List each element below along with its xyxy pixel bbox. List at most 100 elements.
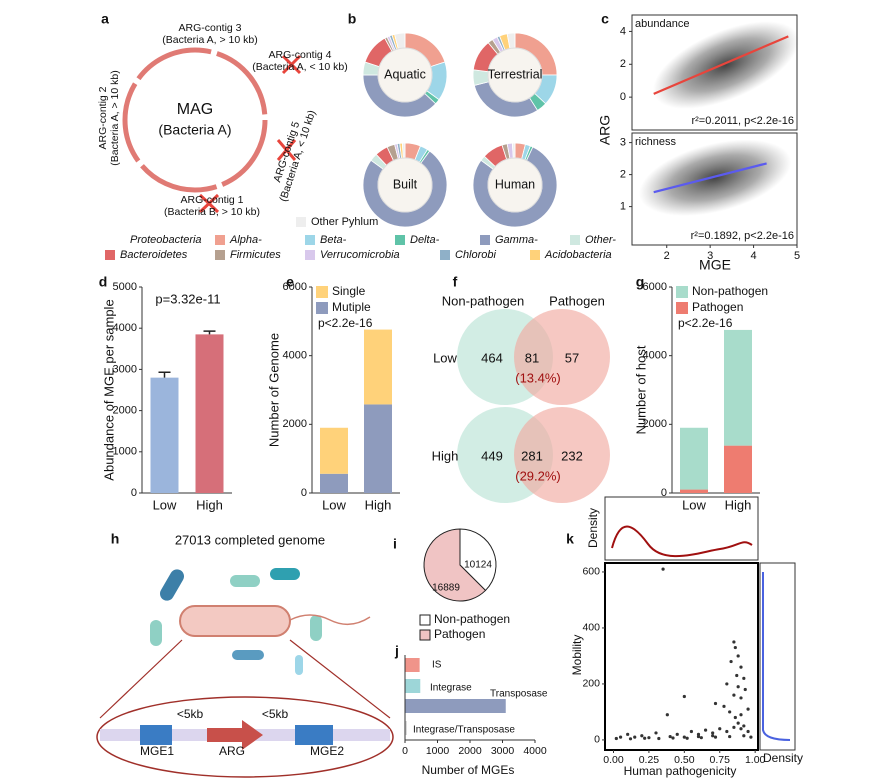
point [725,682,729,686]
bar [150,377,179,493]
point [732,693,736,697]
legend-swatch [215,235,225,245]
legend-swatch [480,235,490,245]
legend-swatch [316,286,328,298]
point [675,732,679,736]
y-tick-label: 1 [620,201,626,213]
legend-label: Other- [585,234,616,246]
bar-segment [320,473,348,493]
bar-label: Transposase [490,689,548,700]
bar-segment [724,329,752,446]
x-tick-label: 2 [664,250,670,262]
x-tick-label: Low [322,497,346,512]
legend-swatch [316,302,328,314]
point [654,731,658,735]
legend-label: Non-pathogen [434,612,510,626]
set-label: Non-pathogen [442,293,524,308]
point [733,715,737,720]
bar-label: IS [432,660,442,671]
bar [405,721,407,735]
contig-name: ARG-contig 3 [178,22,241,34]
point [682,694,686,699]
y-tick-label: 200 [582,678,600,690]
legend-swatch [530,250,540,260]
legend-label: Non-pathogen [692,284,768,298]
bar-segment [724,445,752,493]
point [713,735,718,739]
panel-title: richness [635,136,676,148]
point [665,713,669,717]
legend-swatch [305,235,315,245]
venn-count: 449 [481,448,503,463]
bar [405,679,421,693]
point [728,710,732,714]
y-tick-label: 0 [620,91,626,103]
arg-arrow [207,720,263,750]
y-tick-label: 5000 [113,281,137,293]
gene-label: ARG [219,744,245,758]
x-tick-label: 1.00 [745,754,766,766]
point [722,704,726,708]
donut-label: Terrestrial [488,67,543,81]
bar-label: Integrase [430,683,472,694]
point [725,729,729,734]
x-tick-label: 1000 [426,745,450,757]
point [742,734,746,738]
x-tick-label: 5 [794,250,800,262]
y-tick-label: 4000 [283,350,307,362]
y-tick-label: 6000 [283,281,307,293]
x-tick-label: 4000 [523,745,547,757]
y-tick-label: 3000 [113,363,137,375]
panel-letter: d [99,274,108,290]
genome-zoom [96,696,394,778]
contig-name: ARG-contig 2 [97,86,109,149]
point [633,735,637,739]
legend-swatch [676,286,688,298]
density-right-curve [762,572,791,741]
x-tick-label: Low [682,497,706,512]
donut-label: Built [393,177,418,191]
y-tick-label: 0 [661,487,667,499]
error-bar [158,371,171,378]
point [711,731,715,735]
bar-segment [680,489,708,493]
bar [195,334,224,493]
point [733,645,737,650]
legend-swatch [395,235,405,245]
point [643,736,647,740]
x-axis-label: MGE [699,257,731,273]
stat-annotation: p=3.32e-11 [155,291,220,306]
density-right-box [759,562,796,751]
point [736,721,740,725]
y-tick-label: 6000 [643,281,667,293]
legend-swatch [105,250,115,260]
contig-name: ARG-contig 4 [268,49,331,61]
point [685,736,689,740]
legend-label: Gamma- [495,234,538,246]
set-label: Pathogen [549,293,605,308]
point [626,732,630,736]
pie-value-label: 10124 [464,560,492,571]
point [742,724,746,728]
bar-segment [320,427,348,474]
bar [405,658,420,672]
point [614,736,618,741]
y-tick-label: 2000 [113,405,137,417]
donut-hole [377,157,433,213]
pie-slice [459,528,497,592]
bar-segment [364,329,392,405]
panel-letter: c [601,11,609,27]
point [735,673,739,678]
panel-letter: k [566,531,574,547]
y-tick-label: 400 [582,622,600,634]
point [732,725,736,729]
point [668,734,672,739]
y-tick-label: 2000 [643,418,667,430]
panel-letter: e [286,274,294,290]
density-top-curve [611,525,753,558]
plot-frame [604,562,759,751]
bacteria-illustration [99,568,391,719]
x-tick-label: 3000 [491,745,515,757]
y-tick-label: 0 [594,734,600,746]
